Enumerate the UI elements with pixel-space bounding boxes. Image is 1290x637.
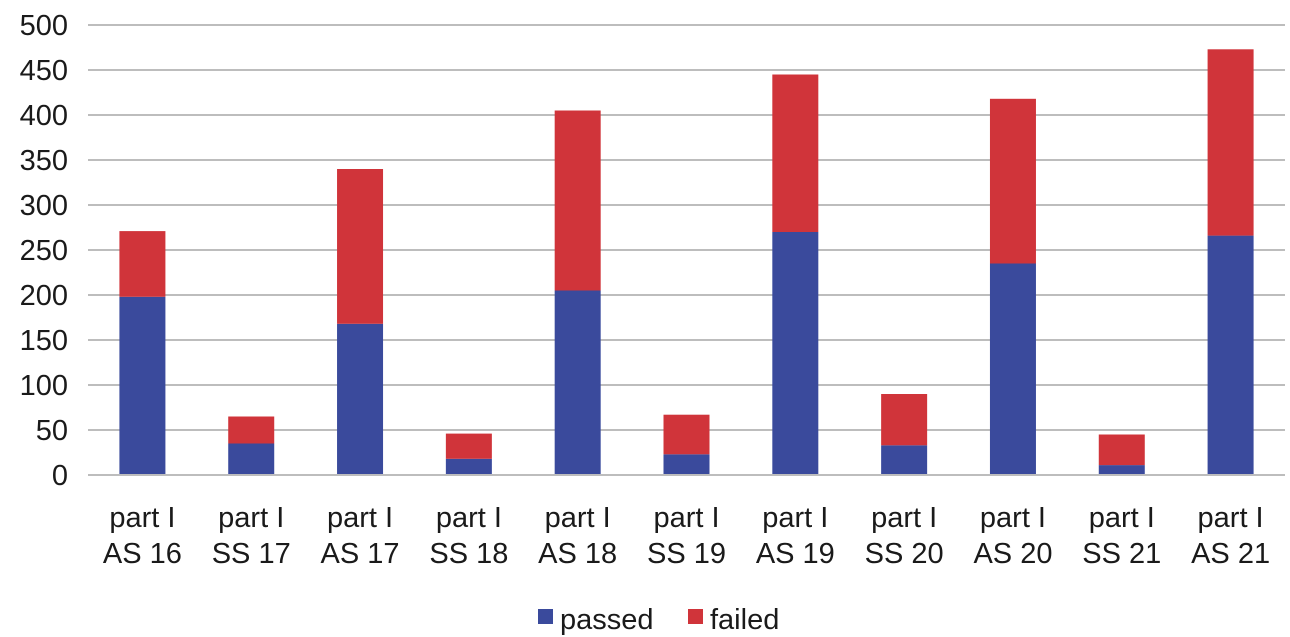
- y-tick-label: 450: [20, 55, 68, 87]
- bar-failed: [1098, 434, 1145, 466]
- x-category-label: AS 16: [103, 538, 182, 570]
- bars: [119, 49, 1254, 475]
- y-tick-label: 500: [20, 10, 68, 42]
- x-category-label: SS 18: [429, 538, 508, 570]
- x-category-label: part I: [871, 502, 937, 534]
- y-tick-label: 100: [20, 370, 68, 402]
- x-category-label: SS 21: [1082, 538, 1161, 570]
- x-category-label: part I: [327, 502, 393, 534]
- y-tick-label: 150: [20, 325, 68, 357]
- x-category-label: part I: [980, 502, 1046, 534]
- bar-passed: [228, 443, 275, 475]
- y-tick-label: 50: [36, 415, 68, 447]
- legend-label-failed: failed: [710, 604, 779, 636]
- x-category-label: part I: [653, 502, 719, 534]
- x-category-label: AS 19: [756, 538, 835, 570]
- bar-failed: [989, 98, 1036, 264]
- x-category-label: part I: [1198, 502, 1264, 534]
- bar-failed: [228, 416, 275, 444]
- legend: passed failed: [538, 604, 779, 636]
- x-category-label: part I: [436, 502, 502, 534]
- bar-passed: [663, 454, 710, 475]
- y-tick-label: 400: [20, 100, 68, 132]
- bar-passed: [1098, 465, 1145, 475]
- legend-label-passed: passed: [560, 604, 654, 636]
- bar-failed: [772, 74, 819, 232]
- gridlines: [88, 24, 1285, 431]
- x-axis-category-labels: part I AS 16 part I SS 17 part I AS 17 part I S…: [103, 502, 1270, 570]
- x-category-label: AS 20: [973, 538, 1052, 570]
- bar-failed: [1207, 49, 1254, 236]
- bar-failed: [554, 110, 601, 291]
- x-category-label: part I: [545, 502, 611, 534]
- x-category-label: part I: [762, 502, 828, 534]
- x-category-label: SS 17: [212, 538, 291, 570]
- bar-failed: [663, 414, 710, 455]
- y-tick-label: 250: [20, 235, 68, 267]
- bar-passed: [119, 296, 166, 475]
- x-category-label: SS 19: [647, 538, 726, 570]
- x-category-label: part I: [1089, 502, 1155, 534]
- x-category-label: part I: [109, 502, 175, 534]
- bar-passed: [337, 323, 384, 475]
- bar-failed: [337, 169, 384, 324]
- y-tick-label: 200: [20, 280, 68, 312]
- bar-passed: [989, 263, 1036, 475]
- x-category-label: AS 18: [538, 538, 617, 570]
- legend-swatch-passed: [538, 609, 553, 624]
- y-tick-label: 350: [20, 145, 68, 177]
- bar-failed: [881, 394, 928, 446]
- x-category-label: AS 21: [1191, 538, 1270, 570]
- x-category-label: part I: [218, 502, 284, 534]
- x-category-label: AS 17: [321, 538, 400, 570]
- y-tick-label: 300: [20, 190, 68, 222]
- bar-failed: [119, 231, 166, 297]
- legend-swatch-failed: [688, 609, 703, 624]
- bar-passed: [772, 232, 819, 475]
- x-category-label: SS 20: [865, 538, 944, 570]
- bar-passed: [554, 290, 601, 475]
- bar-passed: [1207, 235, 1254, 475]
- bar-passed: [445, 458, 492, 475]
- y-tick-label: 0: [52, 460, 68, 492]
- bar-passed: [881, 445, 928, 475]
- bar-failed: [445, 433, 492, 459]
- y-axis-tick-labels: 0 50 100 150 200 250 300 350 400 450 500: [20, 10, 68, 492]
